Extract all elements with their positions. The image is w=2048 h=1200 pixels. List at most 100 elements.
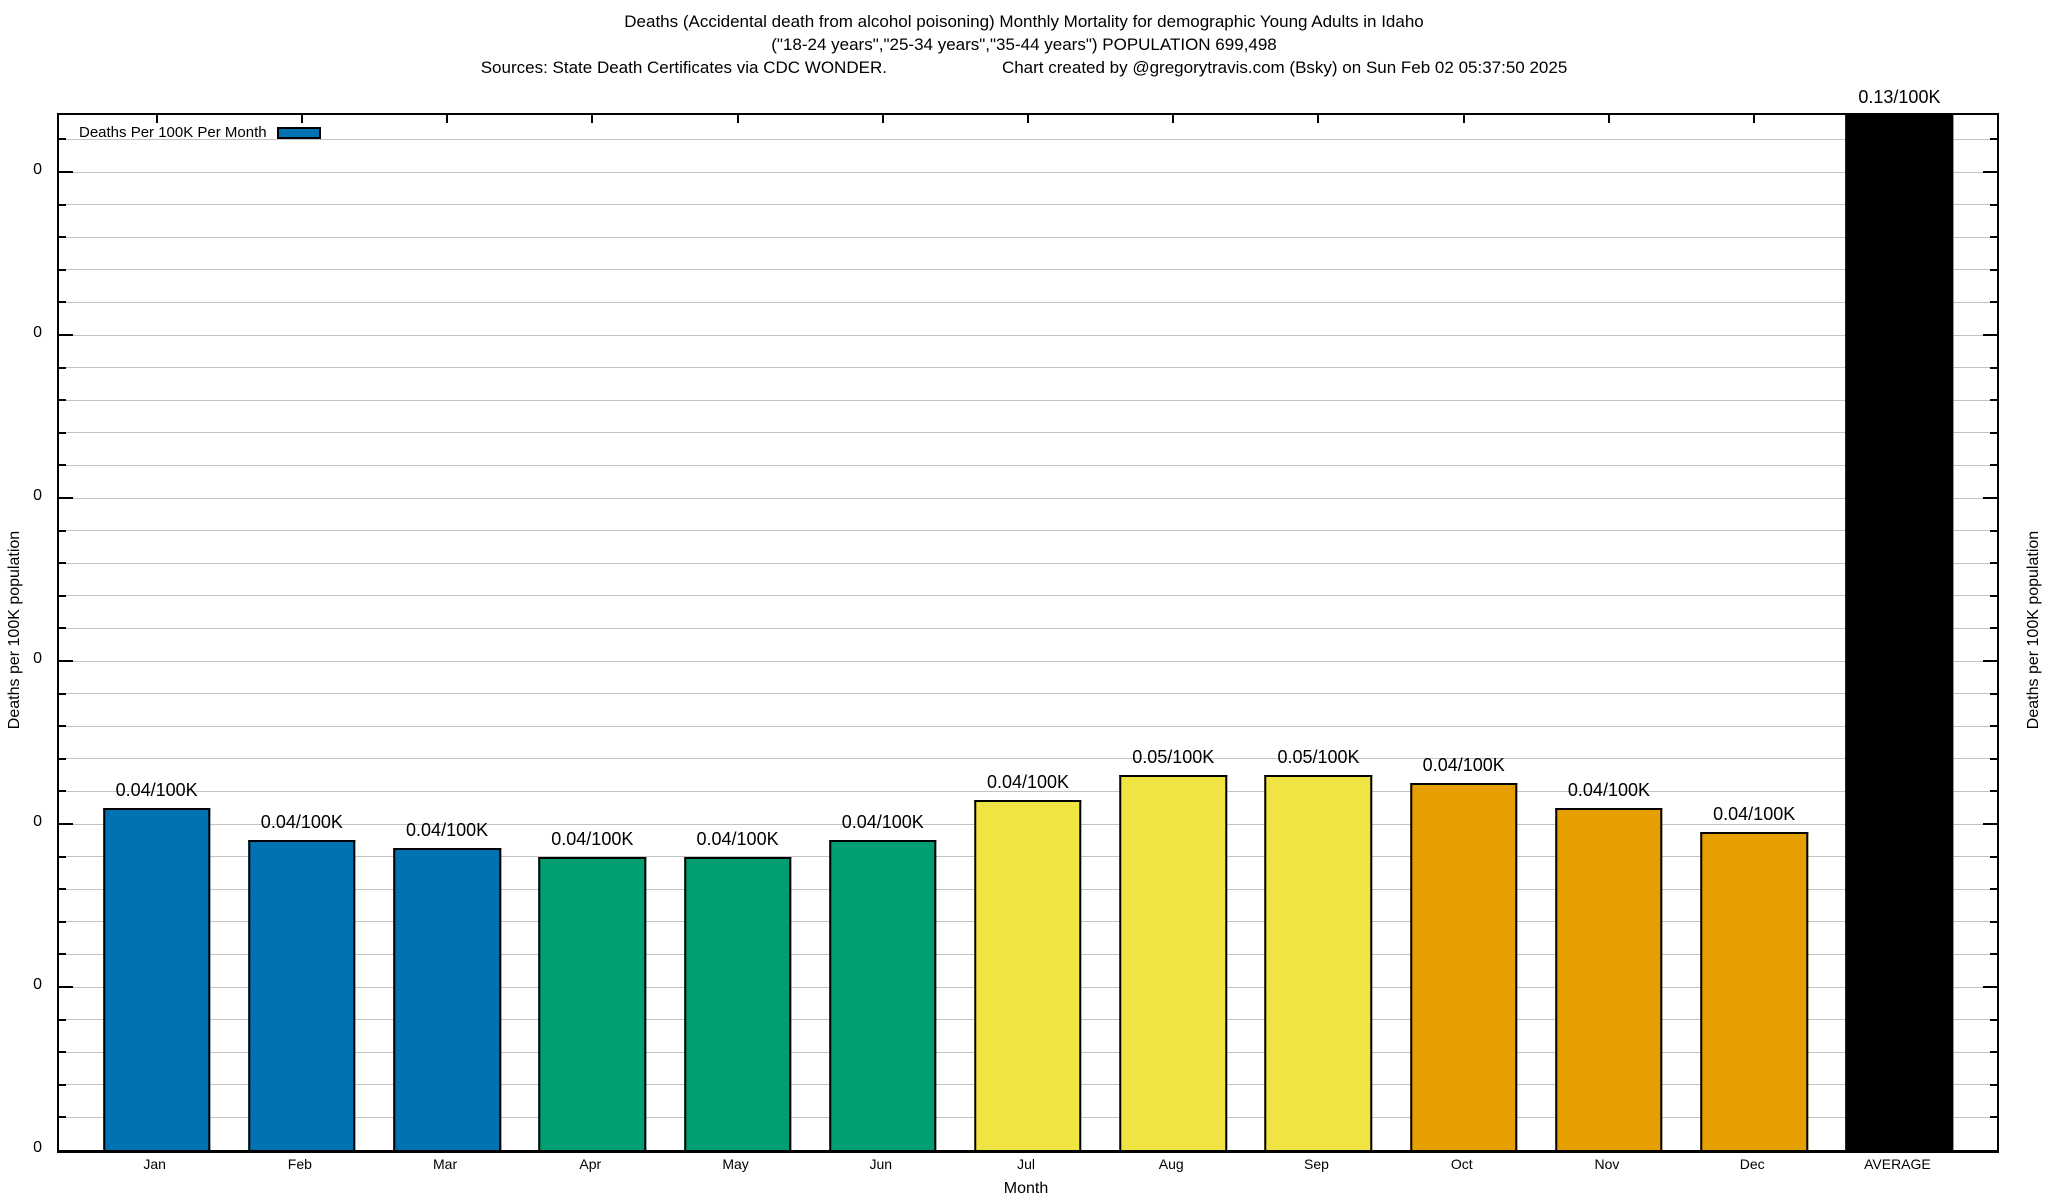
y-axis-tick (59, 1051, 66, 1054)
y-axis-tick (1990, 627, 1997, 630)
gridline (59, 627, 1997, 629)
gridline (59, 236, 1997, 238)
gridline (59, 464, 1997, 466)
bar-mar (393, 848, 501, 1150)
y-axis-tick (1990, 725, 1997, 728)
y-axis-tick (1990, 301, 1997, 304)
bar-slot: 0.04/100K (955, 115, 1100, 1150)
bar-nov (1555, 807, 1663, 1150)
bar-slot: 0.04/100K (520, 115, 665, 1150)
x-axis-tick (1462, 115, 1465, 123)
y-axis-tick (59, 366, 66, 369)
bar-value-label: 0.13/100K (1858, 87, 1941, 107)
x-tick-labels: Jan Feb Mar Apr May Jun Jul Aug Sep Oct Nov Dec AVER… (57, 1156, 1995, 1172)
bar-slot: 0.04/100K (1682, 115, 1827, 1150)
y-axis-tick (59, 920, 66, 923)
x-tick-label: Oct (1450, 1156, 1473, 1172)
y-axis-tick (59, 497, 73, 500)
y-axis-tick (59, 757, 66, 760)
gridline (59, 530, 1997, 532)
bar-aug (1119, 775, 1227, 1150)
x-tick-label: Sep (1304, 1156, 1329, 1172)
y-axis-tick (1990, 692, 1997, 695)
sources-note: Sources: State Death Certificates via CD… (480, 58, 887, 77)
y-axis-tick (59, 203, 66, 206)
y-axis-tick (1990, 757, 1997, 760)
x-axis-tick (155, 115, 158, 123)
bar-apr (538, 856, 647, 1150)
x-axis-tick (446, 115, 449, 123)
bar-value-label: 0.05/100K (1277, 747, 1360, 768)
bar-value-label: 0.04/100K (1422, 755, 1505, 776)
bar-slot: 0.05/100K (1246, 115, 1391, 1150)
y-axis-tick (1983, 986, 1997, 988)
y-axis-tick (1990, 1083, 1997, 1086)
gridline (59, 399, 1997, 401)
bar-jun (829, 840, 937, 1150)
y-axis-tick (59, 464, 66, 467)
bars-row: 0.04/100K 0.04/100K 0.04/100K 0.04/100K 0.04… (59, 87, 1997, 1150)
bar-may (683, 856, 792, 1150)
bar-sep (1264, 775, 1373, 1150)
x-axis-tick (881, 115, 884, 123)
y-axis-tick (59, 301, 66, 304)
bar-value-label: 0.04/100K (841, 812, 924, 833)
bar-slot: 0.04/100K (810, 115, 955, 1150)
y-axis-tick (59, 823, 73, 826)
y-axis-tick (59, 268, 66, 271)
bar-value-label: 0.04/100K (115, 779, 198, 800)
y-axis-tick (1990, 1018, 1997, 1021)
y-axis-tick (59, 790, 66, 793)
bar-feb (248, 840, 356, 1150)
y-axis-tick (1983, 497, 1997, 500)
chart-title-line2: ("18-24 years","25-34 years","35-44 year… (771, 35, 1277, 54)
y-axis-tick (1990, 855, 1997, 858)
legend-label: Deaths Per 100K Per Month (79, 124, 267, 141)
bar-slot: 0.04/100K (665, 115, 810, 1150)
y-tick-label: 0 (33, 650, 42, 668)
bar-value-label: 0.04/100K (1713, 804, 1796, 825)
bar-jul (974, 799, 1082, 1150)
y-tick-label: 0 (33, 324, 42, 342)
gridline (59, 171, 1997, 173)
bar-dec (1700, 832, 1808, 1150)
bar-value-label: 0.04/100K (260, 812, 343, 833)
x-tick-label: May (722, 1156, 749, 1172)
y-axis-tick (1990, 236, 1997, 239)
y-axis-tick (1983, 823, 1997, 826)
x-axis-tick (1607, 115, 1610, 123)
gridline (59, 204, 1997, 206)
bar-value-label: 0.05/100K (1132, 747, 1215, 768)
y-axis-tick (1990, 594, 1997, 597)
y-axis-tick (59, 431, 66, 434)
y-tick-label: 0 (33, 487, 42, 505)
y-tick-label: 0 (33, 813, 42, 831)
chart-title-line1: Deaths (Accidental death from alcohol po… (624, 12, 1424, 31)
gridline (59, 725, 1997, 727)
x-axis-tick (591, 115, 594, 123)
y-axis-tick (1990, 366, 1997, 369)
legend-swatch (276, 126, 321, 139)
y-tick-label: 0 (33, 1139, 42, 1156)
x-axis-tick (1317, 115, 1320, 123)
y-axis-tick (1990, 1116, 1997, 1119)
y-axis-tick (59, 562, 66, 565)
y-axis-tick (59, 594, 66, 597)
y-axis-tick (1983, 334, 1997, 337)
gridline (59, 660, 1997, 662)
y-axis-tick (1990, 399, 1997, 402)
x-tick-label: AVERAGE (1864, 1156, 1931, 1172)
x-tick-label: Feb (287, 1156, 312, 1172)
y-axis-tick (1990, 464, 1997, 467)
y-axis-tick (59, 692, 66, 695)
x-tick-label: Jul (1017, 1156, 1035, 1172)
bar-average (1845, 115, 1954, 1150)
x-tick-label: Mar (433, 1156, 458, 1172)
bar-oct (1409, 783, 1518, 1150)
bar-slot: 0.04/100K (84, 115, 229, 1150)
bar-value-label: 0.04/100K (1567, 779, 1650, 800)
gridline (59, 367, 1997, 369)
y-axis-tick (1990, 1051, 1997, 1054)
gridline (59, 693, 1997, 695)
y-axis-tick (1990, 268, 1997, 271)
